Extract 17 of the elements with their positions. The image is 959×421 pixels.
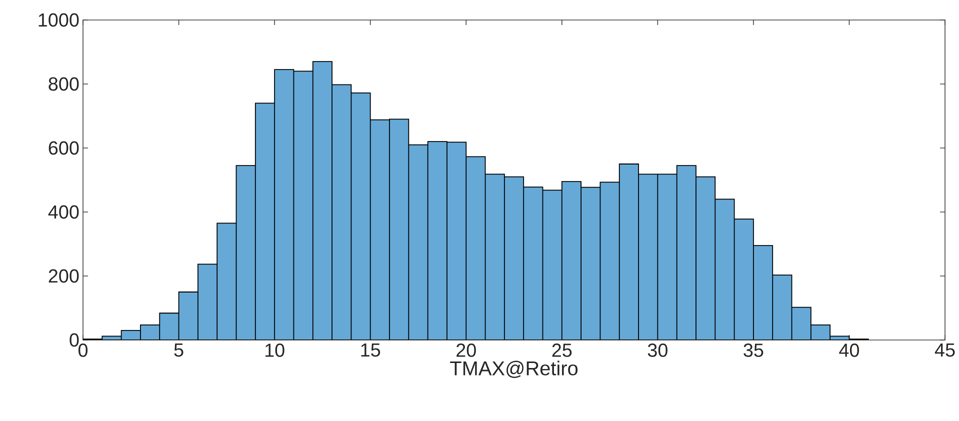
y-tick-label: 400	[48, 205, 79, 219]
y-tick-label: 800	[48, 77, 79, 91]
y-tick-label: 200	[48, 269, 79, 283]
x-tick-label: 30	[648, 344, 668, 357]
x-tick-label: 5	[174, 344, 184, 357]
x-tick-label: 0	[78, 344, 88, 357]
x-tick-label: 40	[839, 344, 860, 357]
x-tick-label: 25	[552, 344, 572, 357]
x-tick-label: 35	[744, 344, 764, 357]
x-tick-label: 45	[934, 344, 955, 357]
x-tick-label: 15	[361, 344, 380, 357]
y-tick-label: 0	[70, 333, 79, 347]
x-axis-title: TMAX@Retiro	[450, 360, 578, 378]
x-tick-label: 20	[456, 344, 476, 357]
y-tick-label: 600	[48, 141, 79, 155]
y-tick-label: 1000	[38, 13, 79, 27]
x-tick-label: 10	[265, 344, 284, 357]
